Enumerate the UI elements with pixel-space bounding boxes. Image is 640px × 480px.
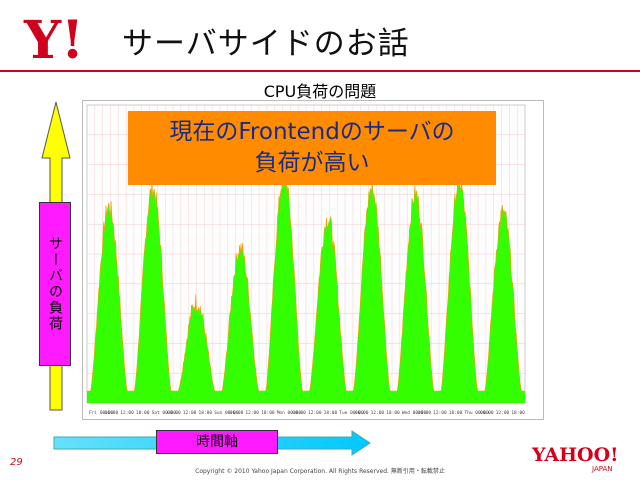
x-tick-label: 12:00 [371,410,385,416]
x-tick-label: Thu 00:00 [464,410,489,416]
x-axis-label: 時間軸 [156,430,278,454]
x-tick-label: 06:00 [355,410,369,416]
slide-title: サーバサイドのお話 [122,26,410,62]
yahoo-y-logo: Y! [23,10,84,66]
y-axis-label-text: サーバの負荷 [47,236,63,332]
x-tick-label: 18:00 [449,410,463,416]
callout-box: 現在のFrontendのサーバの 負荷が高い [128,111,496,185]
x-tick-label: 18:00 [386,410,400,416]
y-axis-label: サーバの負荷 [39,202,71,366]
x-tick-label: 18:00 [261,410,275,416]
logo-text: Y! [23,10,84,66]
x-tick-label: 12:00 [496,410,510,416]
yahoo-japan-logo: YAHOO! JAPAN [531,444,618,473]
x-tick-label: 06:00 [292,410,306,416]
x-tick-label: Tue 00:00 [339,410,364,416]
x-tick-label: 06:00 [480,410,494,416]
x-tick-label: Wed 00:00 [402,410,427,416]
callout-line-1: 現在のFrontendのサーバの [169,119,455,145]
x-tick-label: Fri 00:00 [89,410,114,416]
footer-logo-text: YAHOO! [531,444,618,466]
copyright-text: Copyright © 2010 Yahoo Japan Corporation… [195,468,445,475]
x-tick-label: Sat 00:00 [152,410,177,416]
load-area [87,170,525,403]
x-tick-label: 18:00 [324,410,338,416]
x-tick-label: 12:00 [245,410,259,416]
footer-logo-sub: JAPAN [591,465,613,473]
page-number: 29 [10,457,23,468]
x-tick-label: 18:00 [199,410,213,416]
x-tick-label: 18:00 [136,410,150,416]
x-tick-label: 18:00 [511,410,525,416]
load-edge-line [87,170,525,392]
x-tick-label: Mon 00:00 [277,410,302,416]
x-tick-label: 06:00 [167,410,181,416]
x-tick-label: Sun 00:00 [214,410,239,416]
x-tick-label: 12:00 [433,410,447,416]
x-tick-label: 12:00 [183,410,197,416]
chart-subtitle: CPU負荷の問題 [263,82,377,101]
x-tick-label: 06:00 [418,410,432,416]
callout-line-2: 負荷が高い [254,150,370,176]
x-tick-label: 12:00 [308,410,322,416]
x-tick-label: 06:00 [105,410,119,416]
x-tick-label: 12:00 [120,410,134,416]
title-divider [0,70,640,72]
x-tick-label: 06:00 [230,410,244,416]
